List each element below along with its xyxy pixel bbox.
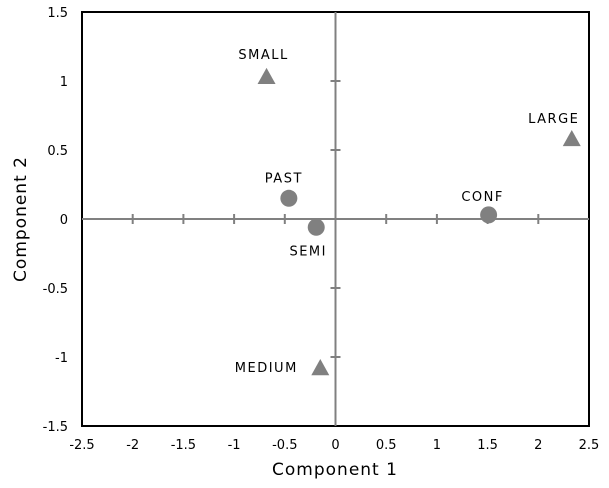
x-tick-labels: -2.5 -2 -1.5 -1 -0.5 0 0.5 1 1.5 2 2.5	[69, 438, 599, 453]
x-tick-label: -2.5	[69, 438, 94, 453]
y-tick-label: -1.5	[43, 420, 68, 435]
x-tick-label: -2	[126, 438, 139, 453]
x-tick-label: 0.5	[376, 438, 397, 453]
point-medium-triangle	[311, 359, 330, 376]
x-tick-label: 0	[331, 438, 339, 453]
y-tick-label: 0	[60, 213, 68, 228]
x-tick-label: 1	[433, 438, 441, 453]
y-tick-label: 1.5	[47, 6, 68, 21]
x-tick-label: 2.5	[579, 438, 600, 453]
point-label-past: PAST	[265, 171, 303, 186]
x-tick-label: 2	[534, 438, 542, 453]
point-label-small: SMALL	[238, 48, 288, 63]
data-points: SMALL LARGE MEDIUM PAST SEMI CONF	[235, 48, 581, 376]
y-tick-label: -0.5	[43, 282, 68, 297]
point-large-triangle	[562, 129, 581, 147]
x-axis-title: Component 1	[272, 460, 398, 480]
point-past-circle	[280, 189, 298, 207]
x-tick-label: 1.5	[477, 438, 498, 453]
y-axis-title: Component 2	[11, 156, 31, 282]
point-label-large: LARGE	[528, 112, 579, 127]
y-tick-label: -1	[55, 351, 68, 366]
point-label-medium: MEDIUM	[235, 361, 298, 376]
x-tick-label: -1	[228, 438, 241, 453]
x-tick-label: -1.5	[171, 438, 196, 453]
point-label-conf: CONF	[461, 190, 504, 205]
x-tick-label: -0.5	[272, 438, 297, 453]
point-conf-circle	[480, 206, 498, 224]
y-tick-label: 0.5	[47, 144, 68, 159]
point-label-semi: SEMI	[289, 244, 327, 259]
point-semi-circle	[307, 218, 325, 236]
point-small-triangle	[257, 67, 276, 85]
y-tick-labels: 1.5 1 0.5 0 -0.5 -1 -1.5	[43, 6, 68, 435]
y-tick-label: 1	[60, 75, 68, 90]
